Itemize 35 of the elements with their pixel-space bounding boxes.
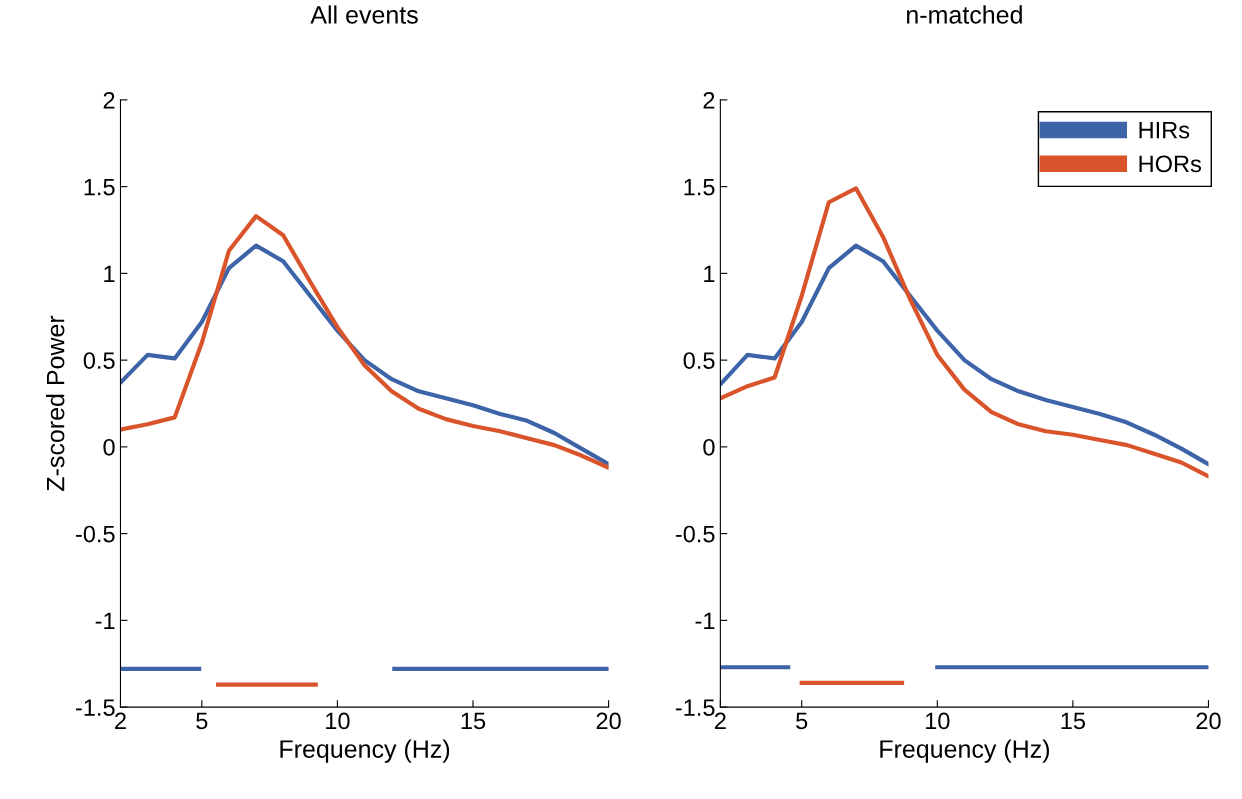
y-tick-label: 0.5 [83, 352, 115, 369]
y-tick-label: -1.5 [675, 699, 715, 716]
y-axis-title: Z-scored Power [46, 315, 65, 491]
y-tick-label: -1.5 [75, 699, 115, 716]
legend-label: HIRs [1139, 121, 1190, 139]
x-tick-label: 20 [596, 712, 621, 730]
y-tick-label: -0.5 [75, 525, 115, 543]
x-axis-title: Frequency (Hz) [280, 739, 450, 763]
y-tick-label: 0 [703, 438, 715, 456]
line-series [720, 243, 1209, 467]
chart-title: All events [310, 5, 418, 24]
y-tick-label: 0.5 [683, 352, 715, 369]
y-tick-label: 2 [703, 91, 715, 109]
y-tick-label: 1.5 [684, 178, 715, 196]
x-tick-label: 15 [1061, 712, 1086, 730]
y-tick-label: 1 [104, 265, 115, 282]
x-tick-label: 2 [115, 712, 126, 730]
x-tick-label: 10 [925, 712, 950, 730]
y-tick-label: -0.5 [675, 525, 715, 543]
chart-title: n-matched [907, 5, 1022, 24]
x-tick-label: 5 [796, 712, 808, 730]
x-axis-title: Frequency (Hz) [880, 739, 1049, 763]
line-series [720, 186, 1209, 479]
y-tick-label: 1 [704, 265, 715, 282]
y-tick-label: 0 [103, 438, 115, 456]
y-tick-label: -1 [695, 612, 715, 629]
y-tick-label: -1 [95, 612, 115, 629]
x-tick-label: 15 [461, 712, 486, 730]
x-tick-label: 5 [196, 712, 208, 730]
x-tick-label: 20 [1196, 712, 1221, 730]
x-tick-label: 10 [326, 712, 350, 730]
x-tick-label: 2 [714, 712, 726, 730]
y-tick-label: 2 [103, 91, 115, 109]
legend-label: HORs [1139, 155, 1202, 173]
y-tick-label: 1.5 [84, 178, 115, 196]
